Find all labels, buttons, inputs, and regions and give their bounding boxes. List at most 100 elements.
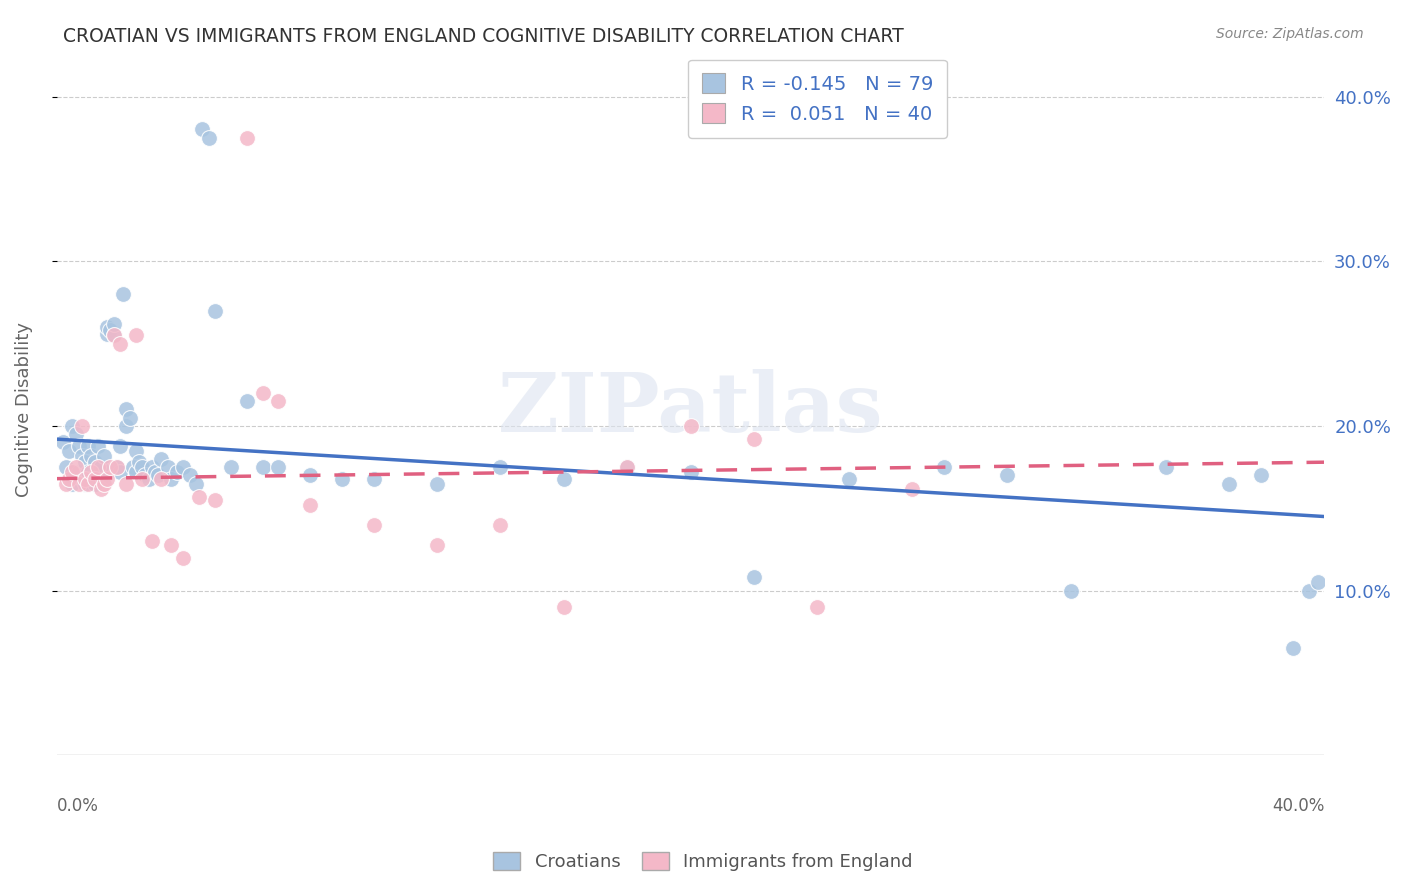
Point: [204, 303, 226, 318]
Text: 40.0%: 40.0%: [1272, 797, 1324, 815]
Point: [204, 493, 226, 508]
Point: [52, 435, 75, 450]
Point: [1218, 476, 1240, 491]
Point: [108, 336, 131, 351]
Point: [553, 472, 575, 486]
Point: [125, 443, 148, 458]
Point: [330, 472, 353, 486]
Point: [58, 443, 80, 458]
Point: [128, 455, 150, 469]
Point: [184, 476, 207, 491]
Point: [75, 476, 97, 491]
Point: [93, 449, 115, 463]
Point: [65, 468, 87, 483]
Point: [1060, 583, 1083, 598]
Point: [65, 427, 87, 442]
Point: [679, 465, 702, 479]
Point: [252, 460, 274, 475]
Point: [131, 472, 153, 486]
Point: [80, 465, 103, 479]
Point: [252, 386, 274, 401]
Point: [80, 472, 103, 486]
Point: [143, 465, 166, 479]
Point: [121, 460, 143, 475]
Point: [75, 455, 97, 469]
Point: [1298, 583, 1320, 598]
Point: [125, 328, 148, 343]
Point: [77, 465, 100, 479]
Point: [70, 449, 93, 463]
Point: [93, 476, 115, 491]
Point: [1306, 575, 1329, 590]
Point: [134, 468, 156, 483]
Point: [90, 482, 112, 496]
Point: [115, 419, 138, 434]
Point: [77, 439, 100, 453]
Point: [426, 537, 449, 551]
Point: [58, 472, 80, 486]
Point: [67, 439, 90, 453]
Point: [426, 476, 449, 491]
Point: [77, 476, 100, 491]
Point: [188, 490, 211, 504]
Point: [932, 460, 955, 475]
Point: [159, 537, 181, 551]
Point: [838, 472, 860, 486]
Point: [70, 419, 93, 434]
Point: [742, 570, 765, 584]
Point: [87, 460, 110, 475]
Point: [267, 394, 290, 409]
Point: [87, 439, 110, 453]
Point: [83, 455, 105, 469]
Point: [150, 472, 173, 486]
Point: [1250, 468, 1272, 483]
Point: [166, 465, 188, 479]
Point: [105, 460, 128, 475]
Point: [90, 460, 112, 475]
Legend: R = -0.145   N = 79, R =  0.051   N = 40: R = -0.145 N = 79, R = 0.051 N = 40: [688, 60, 946, 137]
Point: [96, 472, 118, 486]
Point: [125, 465, 148, 479]
Point: [1281, 641, 1303, 656]
Point: [62, 476, 84, 491]
Point: [553, 600, 575, 615]
Point: [172, 460, 194, 475]
Point: [131, 460, 153, 475]
Point: [108, 465, 131, 479]
Point: [299, 498, 322, 512]
Point: [616, 460, 638, 475]
Text: Source: ZipAtlas.com: Source: ZipAtlas.com: [1216, 27, 1364, 41]
Point: [236, 394, 259, 409]
Point: [65, 460, 87, 475]
Point: [105, 460, 128, 475]
Point: [363, 472, 385, 486]
Point: [118, 410, 141, 425]
Point: [219, 460, 242, 475]
Point: [115, 402, 138, 417]
Point: [299, 468, 322, 483]
Point: [115, 476, 138, 491]
Point: [489, 517, 512, 532]
Point: [96, 320, 118, 334]
Point: [70, 472, 93, 486]
Point: [55, 460, 77, 475]
Point: [75, 472, 97, 486]
Point: [197, 130, 219, 145]
Point: [100, 323, 122, 337]
Point: [103, 328, 125, 343]
Point: [489, 460, 512, 475]
Point: [141, 534, 163, 549]
Point: [616, 460, 638, 475]
Point: [172, 550, 194, 565]
Point: [112, 287, 135, 301]
Point: [997, 468, 1019, 483]
Point: [191, 122, 214, 136]
Point: [806, 600, 828, 615]
Text: ZIPatlas: ZIPatlas: [498, 369, 883, 450]
Point: [146, 468, 169, 483]
Point: [156, 460, 179, 475]
Point: [103, 328, 125, 343]
Point: [138, 472, 160, 486]
Legend: Croatians, Immigrants from England: Croatians, Immigrants from England: [486, 845, 920, 879]
Point: [55, 476, 77, 491]
